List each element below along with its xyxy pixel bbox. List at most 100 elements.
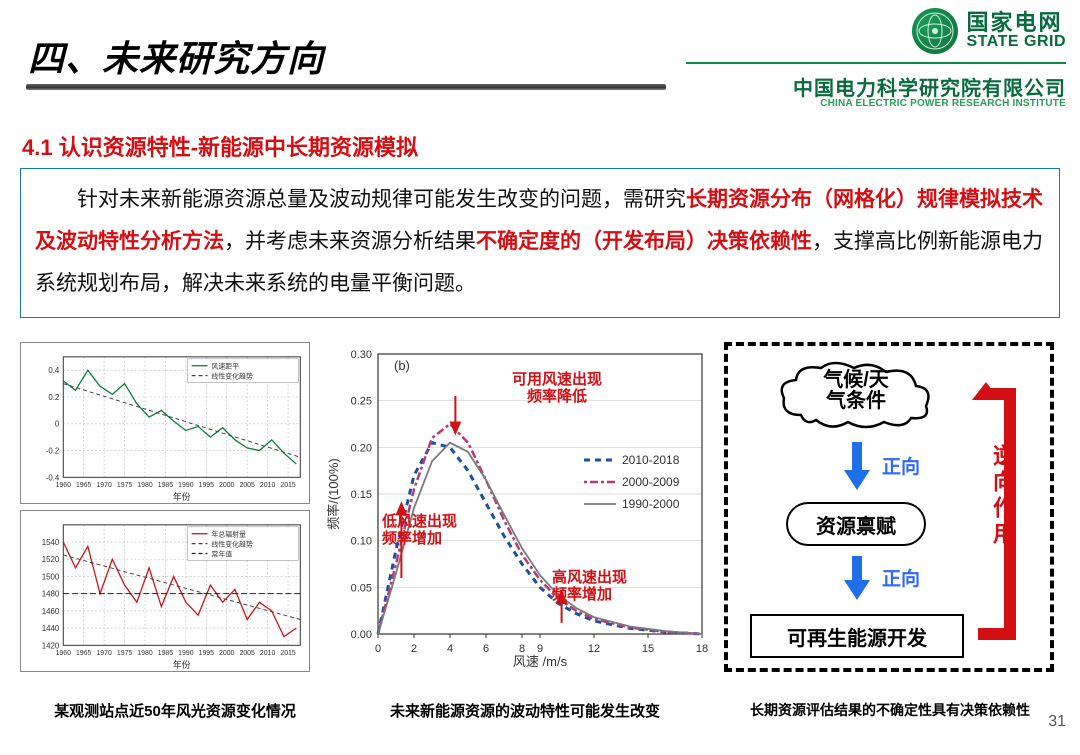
svg-text:18: 18 <box>696 643 708 655</box>
svg-text:年份: 年份 <box>173 491 191 502</box>
svg-text:1965: 1965 <box>76 650 92 657</box>
fig2-annot-1: 可用风速出现频率降低 <box>512 372 602 405</box>
fig2-annot-2: 低风速出现频率增加 <box>382 514 457 547</box>
para-seg-2: ，并考虑未来资源分析结果 <box>224 230 476 253</box>
svg-text:1995: 1995 <box>199 650 215 657</box>
reverse-label: 逆向作用 <box>986 444 1018 548</box>
svg-text:线性变化趋势: 线性变化趋势 <box>211 540 253 549</box>
svg-text:1480: 1480 <box>42 590 60 599</box>
svg-text:1990-2000: 1990-2000 <box>622 497 680 511</box>
svg-text:年份: 年份 <box>173 659 191 670</box>
svg-text:2000-2009: 2000-2009 <box>622 475 680 489</box>
svg-text:(b): (b) <box>394 358 410 373</box>
svg-text:2: 2 <box>411 643 417 655</box>
resource-oval: 资源禀赋 <box>786 502 926 546</box>
svg-text:2005: 2005 <box>239 482 255 489</box>
title-underline <box>26 84 666 90</box>
slide-header: 四、未来研究方向 国家电网 STATE GRID 中国电力科学研究院有限公司 C… <box>0 0 1080 110</box>
svg-text:1520: 1520 <box>42 555 60 564</box>
caption-1: 某观测站点近50年风光资源变化情况 <box>20 700 330 721</box>
svg-text:2010: 2010 <box>260 482 276 489</box>
svg-text:线性变化趋势: 线性变化趋势 <box>211 372 253 381</box>
svg-text:2010: 2010 <box>260 650 276 657</box>
figure-3: 气候/天气条件 正向 资源禀赋 正向 可再生能源开发 逆向作用 <box>724 342 1054 672</box>
paragraph: 针对未来新能源资源总量及波动规律可能发生改变的问题，需研究长期资源分布（网格化）… <box>35 179 1045 305</box>
forward-label-2: 正向 <box>882 564 920 591</box>
svg-text:1970: 1970 <box>96 482 112 489</box>
state-grid-logo-icon <box>912 8 958 54</box>
svg-text:年总辐射量: 年总辐射量 <box>211 530 246 539</box>
fig2-annot-3: 高风速出现频率增加 <box>552 570 627 603</box>
svg-text:1960: 1960 <box>56 650 72 657</box>
svg-text:0: 0 <box>375 643 381 655</box>
cloud-label: 气候/天气条件 <box>776 370 936 412</box>
svg-text:2000: 2000 <box>219 482 235 489</box>
svg-text:6: 6 <box>483 643 489 655</box>
svg-text:2015: 2015 <box>280 650 296 657</box>
svg-text:12: 12 <box>588 643 600 655</box>
svg-text:0.30: 0.30 <box>351 349 372 361</box>
svg-text:0.2: 0.2 <box>48 393 59 402</box>
svg-text:1970: 1970 <box>96 650 112 657</box>
captions-row: 某观测站点近50年风光资源变化情况 未来新能源资源的波动特性可能发生改变 长期资… <box>20 700 1060 721</box>
para-highlight-2: 不确定度的（开发布局）决策依赖性 <box>476 230 812 253</box>
svg-text:1975: 1975 <box>117 650 133 657</box>
svg-text:0.25: 0.25 <box>351 396 372 408</box>
svg-text:2005: 2005 <box>239 650 255 657</box>
svg-text:15: 15 <box>642 643 654 655</box>
svg-text:1985: 1985 <box>158 482 174 489</box>
svg-text:0.4: 0.4 <box>48 366 60 375</box>
svg-text:0: 0 <box>55 420 60 429</box>
svg-text:1995: 1995 <box>199 482 215 489</box>
caption-3: 长期资源评估结果的不确定性具有决策依赖性 <box>720 700 1060 721</box>
logo-en: STATE GRID <box>966 34 1066 51</box>
main-title: 四、未来研究方向 <box>28 30 324 82</box>
svg-text:1965: 1965 <box>76 482 92 489</box>
svg-text:1985: 1985 <box>158 650 174 657</box>
svg-text:风速 /m/s: 风速 /m/s <box>513 654 568 669</box>
section-title: 4.1 认识资源特性-新能源中长期资源模拟 <box>22 130 418 162</box>
svg-text:1440: 1440 <box>42 624 60 633</box>
svg-text:1420: 1420 <box>42 641 60 650</box>
paragraph-box: 针对未来新能源资源总量及波动规律可能发生改变的问题，需研究长期资源分布（网格化）… <box>20 168 1060 318</box>
svg-text:1990: 1990 <box>178 650 194 657</box>
down-arrow-1-icon <box>844 442 870 490</box>
svg-text:1460: 1460 <box>42 607 60 616</box>
logo-block: 国家电网 STATE GRID <box>912 8 1066 54</box>
figures-row: -0.4-0.200.20.41960196519701975198019851… <box>20 342 1060 692</box>
down-arrow-2-icon <box>844 556 870 600</box>
fig1-top-chart: -0.4 -0.2 0 0.2 0.4 1960 1965 1970 1975 1980 1985 1… <box>20 342 310 504</box>
svg-text:-0.4: -0.4 <box>46 473 60 482</box>
svg-text:0.15: 0.15 <box>351 489 372 501</box>
page-number: 31 <box>1048 713 1066 731</box>
figure-1: -0.4-0.200.20.41960196519701975198019851… <box>20 342 310 692</box>
svg-text:4: 4 <box>447 643 453 655</box>
svg-text:2000: 2000 <box>219 650 235 657</box>
svg-text:风速距平: 风速距平 <box>211 363 239 371</box>
svg-text:0.05: 0.05 <box>351 582 372 594</box>
institute-cn: 中国电力科学研究院有限公司 <box>793 72 1066 101</box>
figure-2: 0.000.050.100.150.200.250.30024689121518… <box>322 342 712 692</box>
svg-text:频率/(100%): 频率/(100%) <box>326 458 341 530</box>
svg-text:2010-2018: 2010-2018 <box>622 453 680 467</box>
logo-divider <box>686 62 1066 64</box>
svg-text:0.00: 0.00 <box>351 629 372 641</box>
svg-text:-0.2: -0.2 <box>46 447 60 456</box>
fig1-bottom-chart: 1420 1440 1460 1480 1500 1520 1540 1960 1965 1970… <box>20 510 310 672</box>
institute-en: CHINA ELECTRIC POWER RESEARCH INSTITUTE <box>820 98 1066 109</box>
svg-text:1960: 1960 <box>56 482 72 489</box>
svg-text:1540: 1540 <box>42 538 60 547</box>
svg-text:1990: 1990 <box>178 482 194 489</box>
svg-text:0.10: 0.10 <box>351 536 372 548</box>
svg-text:1980: 1980 <box>137 650 153 657</box>
svg-text:2015: 2015 <box>280 482 296 489</box>
logo-cn: 国家电网 <box>966 11 1066 34</box>
svg-text:常年值: 常年值 <box>211 549 232 558</box>
svg-text:1980: 1980 <box>137 482 153 489</box>
svg-text:1500: 1500 <box>42 572 60 581</box>
svg-text:1975: 1975 <box>117 482 133 489</box>
svg-text:0.20: 0.20 <box>351 442 372 454</box>
caption-2: 未来新能源资源的波动特性可能发生改变 <box>330 700 720 721</box>
forward-label-1: 正向 <box>882 452 920 479</box>
para-seg-1: 针对未来新能源资源总量及波动规律可能发生改变的问题，需研究 <box>77 188 686 211</box>
